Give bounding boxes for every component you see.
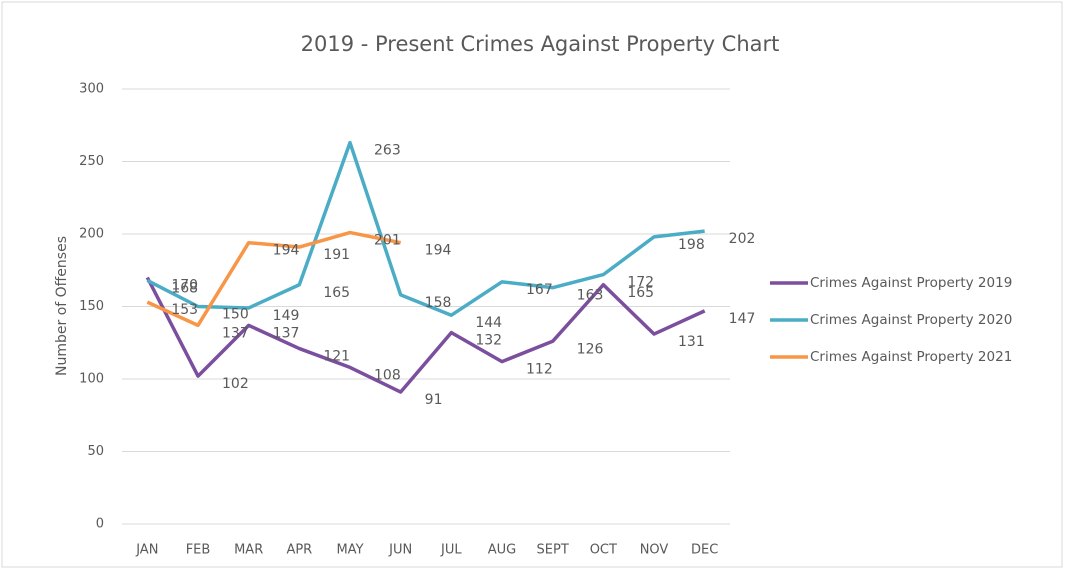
data-label: 144	[475, 315, 502, 331]
data-label: 137	[222, 325, 249, 341]
y-tick-label: 0	[96, 517, 104, 532]
series-line	[146, 230, 402, 328]
data-label: 137	[273, 325, 300, 341]
data-label: 201	[374, 233, 401, 249]
x-tick-label: DEC	[691, 543, 718, 558]
data-label: 102	[222, 376, 249, 392]
data-label: 91	[425, 392, 443, 408]
y-tick-label: 150	[79, 299, 104, 314]
data-label: 153	[171, 302, 198, 318]
chart-title: 2019 - Present Crimes Against Property C…	[301, 32, 780, 56]
data-label: 168	[171, 280, 198, 296]
x-tick-label: MAY	[336, 543, 363, 558]
data-label: 165	[323, 285, 350, 301]
x-tick-label: OCT	[590, 543, 617, 558]
x-tick-label: JUL	[440, 543, 462, 558]
data-label: 194	[425, 243, 452, 259]
data-label: 167	[526, 282, 553, 298]
x-tick-label: JUN	[388, 543, 412, 558]
data-label: 121	[323, 349, 350, 365]
x-tick-label: APR	[286, 543, 312, 558]
data-label: 149	[273, 308, 300, 324]
data-label: 170	[171, 278, 198, 294]
legend-label: Crimes Against Property 2020	[810, 312, 1012, 328]
x-tick-label: MAR	[234, 543, 263, 558]
x-tick-label: JAN	[135, 543, 158, 558]
data-label: 108	[374, 367, 401, 383]
data-label: 163	[577, 288, 604, 304]
legend-label: Crimes Against Property 2021	[810, 349, 1012, 365]
y-tick-label: 50	[87, 444, 104, 459]
data-label: 131	[678, 334, 705, 350]
x-tick-label: FEB	[186, 543, 211, 558]
data-label: 263	[374, 143, 401, 159]
y-tick-label: 100	[79, 372, 104, 387]
data-label: 126	[577, 341, 604, 357]
series-line	[145, 276, 706, 394]
data-label: 191	[323, 247, 350, 263]
data-label: 198	[678, 237, 705, 253]
x-tick-label: NOV	[640, 543, 669, 558]
y-axis-label: Number of Offenses	[54, 236, 70, 376]
data-label: 158	[425, 295, 452, 311]
x-tick-label: SEPT	[537, 543, 569, 558]
data-label: 112	[526, 362, 553, 378]
data-label: 147	[729, 311, 756, 327]
y-tick-label: 200	[79, 227, 104, 242]
data-label: 194	[273, 243, 300, 259]
data-label: 132	[475, 333, 502, 349]
series-line	[146, 140, 705, 317]
y-tick-label: 300	[79, 82, 104, 97]
data-label: 202	[729, 231, 756, 247]
y-tick-label: 250	[79, 154, 104, 169]
legend-label: Crimes Against Property 2019	[810, 275, 1012, 291]
x-tick-label: AUG	[488, 543, 516, 558]
data-label: 165	[627, 285, 654, 301]
data-label: 172	[627, 275, 654, 291]
data-label: 150	[222, 307, 249, 323]
